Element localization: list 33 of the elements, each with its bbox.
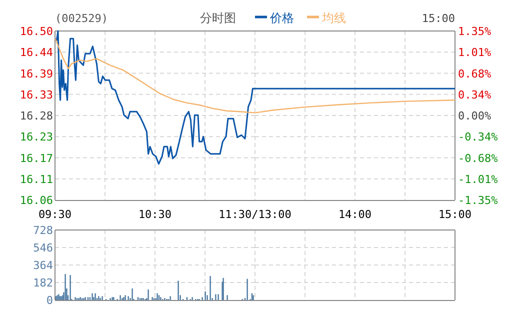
x-tick-label: 11:30/13:00 (218, 208, 292, 221)
y-tick-label: 16.28 (20, 110, 53, 122)
y-tick-label: 16.39 (20, 67, 53, 80)
y-tick-label: 16.23 (20, 130, 53, 144)
y-tick-label: 16.11 (20, 172, 53, 186)
y-tick-label: 16.33 (20, 88, 53, 102)
text: 0.34% (458, 88, 492, 102)
chart-title: 分时图 (200, 11, 236, 25)
y-tick-label: 364 (33, 259, 54, 272)
y-tick-label: 182 (33, 276, 53, 290)
text: 0.68% (458, 67, 492, 80)
x-tick-label: 15:00 (438, 208, 472, 221)
text: 15:00 (422, 12, 455, 25)
chart-subtitle: (002529) (55, 12, 108, 25)
text: -0.68% (458, 152, 498, 165)
y-tick-label: 16.50 (20, 25, 53, 38)
text: 0.00% (458, 110, 492, 122)
legend-label: 价格 (269, 11, 294, 25)
x-tick-label: 09:30 (38, 208, 72, 221)
text: 1.01% (458, 46, 492, 60)
y-tick-label: 16.06 (20, 194, 53, 207)
text: -1.01% (458, 172, 498, 186)
y-tick-label: 0 (46, 294, 53, 307)
text: -1.35% (458, 194, 498, 207)
y-tick-label: 16.17 (20, 152, 53, 165)
text: -0.34% (458, 130, 498, 144)
text: 1.35% (458, 25, 492, 38)
y-tick-label: 546 (33, 242, 53, 254)
x-tick-label: 14:00 (338, 208, 372, 221)
x-tick-label: 10:30 (138, 208, 172, 221)
y-tick-label: 728 (33, 224, 53, 237)
y-tick-label: 16.44 (20, 46, 54, 60)
legend-label: 均线 (321, 11, 346, 25)
